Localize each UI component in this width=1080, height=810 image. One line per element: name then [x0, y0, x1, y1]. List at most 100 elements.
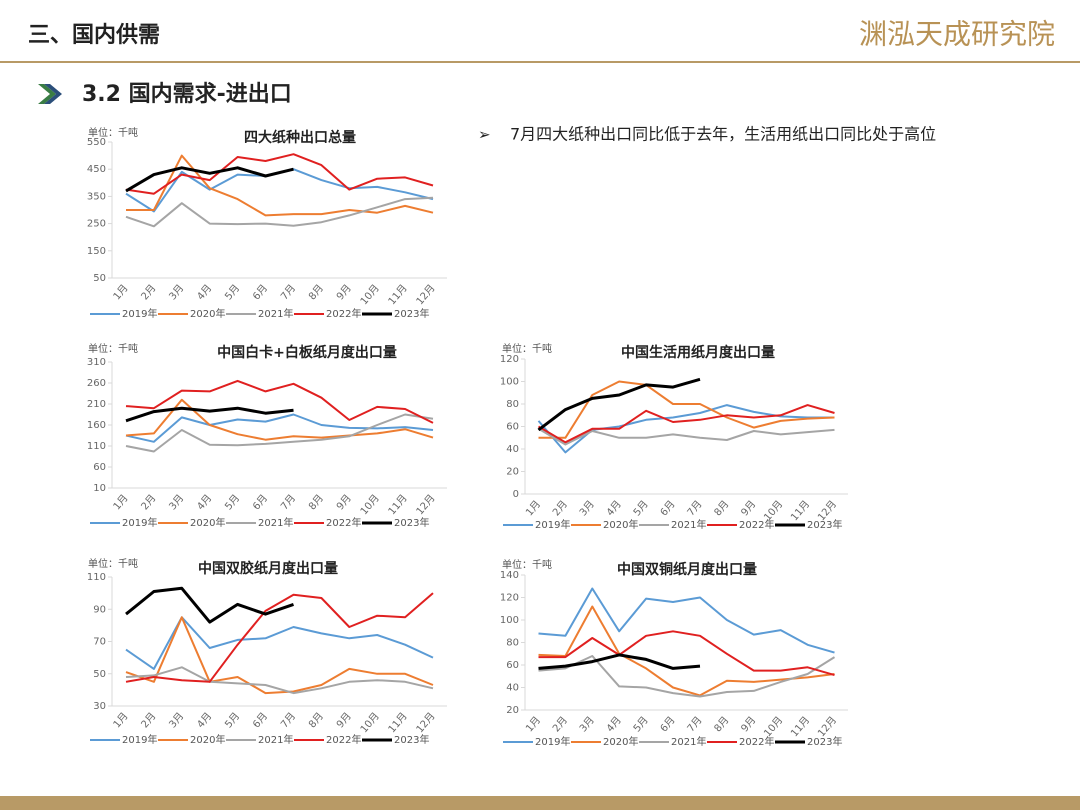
- arrow-icon: [44, 84, 62, 104]
- x-tick-label: 7月: [685, 714, 705, 734]
- series-line: [538, 587, 835, 654]
- bullet-mark: ➢: [478, 126, 491, 144]
- x-tick-label: 8月: [712, 498, 732, 518]
- y-tick-label: 20: [506, 467, 519, 478]
- series-line: [125, 616, 434, 695]
- legend-label: 2022年: [739, 735, 774, 748]
- x-tick-label: 4月: [195, 282, 215, 302]
- x-tick-label: 2月: [139, 282, 159, 302]
- y-tick-label: 250: [87, 219, 106, 230]
- legend-label: 2021年: [258, 307, 293, 320]
- series-line: [125, 666, 434, 695]
- x-tick-label: 12月: [414, 492, 438, 517]
- x-tick-label: 6月: [250, 282, 270, 302]
- legend-label: 2019年: [122, 307, 157, 320]
- x-tick-label: 7月: [685, 498, 705, 518]
- x-tick-label: 6月: [250, 492, 270, 512]
- series-line: [125, 398, 434, 441]
- x-tick-label: 10月: [358, 492, 382, 517]
- legend-label: 2019年: [535, 518, 570, 531]
- legend-label: 2023年: [807, 518, 842, 531]
- legend-label: 2023年: [394, 733, 429, 746]
- y-tick-label: 20: [506, 705, 519, 716]
- y-tick-label: 30: [93, 701, 106, 712]
- x-tick-label: 12月: [414, 710, 438, 735]
- y-tick-label: 60: [93, 462, 106, 473]
- y-tick-label: 150: [87, 246, 106, 257]
- x-tick-label: 4月: [604, 714, 624, 734]
- x-tick-label: 3月: [167, 282, 187, 302]
- y-tick-label: 110: [87, 441, 106, 452]
- legend-label: 2023年: [807, 735, 842, 748]
- x-tick-label: 6月: [250, 710, 270, 730]
- chart-title: 中国双铜纸月度出口量: [617, 561, 757, 578]
- series-line: [125, 379, 434, 424]
- x-tick-label: 5月: [223, 492, 243, 512]
- y-tick-label: 120: [500, 593, 519, 604]
- unit-label: 单位：千吨: [88, 342, 138, 355]
- x-tick-label: 1月: [111, 710, 131, 730]
- y-tick-label: 100: [500, 615, 519, 626]
- chart-title: 四大纸种出口总量: [244, 129, 356, 146]
- x-tick-label: 11月: [386, 282, 410, 307]
- y-tick-label: 110: [87, 572, 106, 583]
- y-tick-label: 100: [500, 377, 519, 388]
- legend-label: 2023年: [394, 516, 429, 529]
- series-line: [125, 586, 294, 624]
- x-tick-label: 9月: [334, 710, 354, 730]
- y-tick-label: 50: [93, 669, 106, 680]
- x-tick-label: 7月: [278, 492, 298, 512]
- legend-label: 2019年: [122, 516, 157, 529]
- x-tick-label: 8月: [712, 714, 732, 734]
- x-tick-label: 5月: [631, 498, 651, 518]
- legend-label: 2019年: [122, 733, 157, 746]
- x-tick-label: 5月: [223, 282, 243, 302]
- series-line: [125, 406, 294, 423]
- x-tick-label: 9月: [739, 498, 759, 518]
- series-line: [538, 653, 701, 670]
- y-tick-label: 60: [506, 660, 519, 671]
- y-tick-label: 0: [513, 489, 519, 500]
- x-tick-label: 5月: [631, 714, 651, 734]
- x-tick-label: 9月: [334, 492, 354, 512]
- y-tick-label: 120: [500, 354, 519, 365]
- x-tick-label: 10月: [358, 710, 382, 735]
- x-tick-label: 12月: [414, 282, 438, 307]
- legend-label: 2020年: [603, 518, 638, 531]
- y-tick-label: 60: [506, 422, 519, 433]
- series-line: [538, 630, 835, 677]
- legend-label: 2022年: [326, 516, 361, 529]
- x-tick-label: 3月: [577, 498, 597, 518]
- series-line: [538, 380, 835, 439]
- y-tick-label: 10: [93, 483, 106, 494]
- y-tick-label: 140: [500, 570, 519, 581]
- unit-label: 单位：千吨: [502, 558, 552, 571]
- x-tick-label: 4月: [195, 710, 215, 730]
- x-tick-label: 12月: [815, 714, 839, 739]
- y-tick-label: 90: [93, 604, 106, 615]
- series-line: [125, 413, 434, 453]
- x-tick-label: 8月: [306, 282, 326, 302]
- y-tick-label: 40: [506, 444, 519, 455]
- legend-label: 2021年: [671, 735, 706, 748]
- legend-label: 2022年: [326, 733, 361, 746]
- chart-title: 中国双胶纸月度出口量: [198, 560, 338, 577]
- series-line: [537, 427, 835, 446]
- series-line: [125, 166, 294, 193]
- legend-label: 2020年: [603, 735, 638, 748]
- series-line: [125, 196, 434, 228]
- x-tick-label: 1月: [111, 492, 131, 512]
- y-tick-label: 210: [87, 399, 106, 410]
- x-tick-label: 11月: [386, 492, 410, 517]
- legend-label: 2023年: [394, 307, 429, 320]
- x-tick-label: 11月: [788, 714, 812, 739]
- y-tick-label: 80: [506, 638, 519, 649]
- legend-label: 2021年: [258, 733, 293, 746]
- y-tick-label: 160: [87, 420, 106, 431]
- unit-label: 单位：千吨: [88, 126, 138, 139]
- series-line: [537, 377, 701, 432]
- x-tick-label: 1月: [523, 714, 543, 734]
- y-tick-label: 80: [506, 399, 519, 410]
- x-tick-label: 3月: [577, 714, 597, 734]
